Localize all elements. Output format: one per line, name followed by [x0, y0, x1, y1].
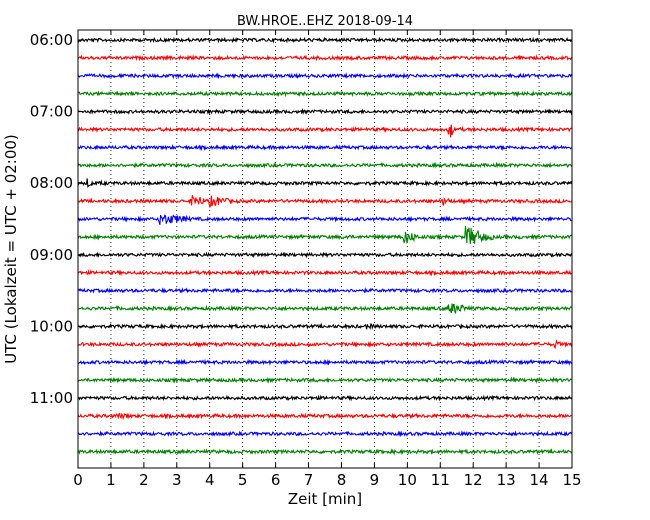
y-tick-label: 09:00	[30, 246, 73, 264]
trace-line	[77, 394, 573, 402]
trace-line	[77, 322, 573, 331]
x-tick-label: 8	[337, 471, 347, 489]
x-tick-label: 3	[172, 471, 182, 489]
seismogram-traces	[77, 36, 573, 456]
trace-line	[77, 90, 573, 98]
x-tick-label: 2	[139, 471, 149, 489]
trace-line	[77, 429, 573, 438]
x-axis-label: Zeit [min]	[288, 490, 362, 508]
y-axis-ticks: 06:00 07:00 08:00 09:00 10:00 11:00	[30, 31, 572, 407]
trace-line	[77, 251, 573, 259]
trace-line	[77, 358, 573, 366]
x-tick-label: 11	[431, 471, 450, 489]
y-tick-label: 07:00	[30, 103, 73, 121]
trace-line	[77, 447, 573, 456]
trace-line	[77, 124, 573, 138]
plot-frame	[77, 29, 573, 469]
trace-line	[77, 195, 573, 209]
x-tick-label: 6	[271, 471, 281, 489]
x-axis-ticks: 0 1 2 3 4 5 6 7 8 9 10 11 12 13 14 15	[73, 30, 582, 489]
trace-line	[77, 376, 573, 384]
trace-line	[77, 36, 573, 44]
y-axis-label: UTC (Lokalzeit = UTC + 02:00)	[2, 134, 20, 364]
trace-line	[77, 54, 573, 62]
x-tick-label: 14	[530, 471, 549, 489]
trace-line	[77, 269, 573, 277]
x-tick-label: 0	[73, 471, 83, 489]
trace-line	[77, 72, 573, 80]
x-tick-label: 15	[562, 471, 581, 489]
y-tick-label: 11:00	[30, 389, 73, 407]
chart-title: BW.HROE..EHZ 2018-09-14	[237, 14, 413, 29]
y-tick-label: 08:00	[30, 174, 73, 192]
x-tick-label: 13	[497, 471, 516, 489]
x-tick-label: 1	[106, 471, 116, 489]
x-tick-label: 10	[398, 471, 417, 489]
trace-line	[77, 161, 573, 169]
y-tick-label: 10:00	[30, 317, 73, 335]
trace-line	[77, 339, 573, 350]
trace-line	[77, 108, 573, 116]
x-tick-label: 9	[370, 471, 380, 489]
y-tick-label: 06:00	[30, 31, 73, 49]
trace-line	[77, 303, 573, 315]
trace-line	[77, 226, 573, 245]
trace-line	[77, 214, 573, 225]
x-tick-label: 7	[304, 471, 314, 489]
trace-line	[77, 287, 573, 294]
x-tick-label: 5	[238, 471, 248, 489]
trace-line	[77, 144, 573, 152]
trace-line	[77, 178, 573, 188]
x-tick-label: 4	[205, 471, 215, 489]
x-tick-label: 12	[464, 471, 483, 489]
trace-line	[77, 412, 573, 420]
